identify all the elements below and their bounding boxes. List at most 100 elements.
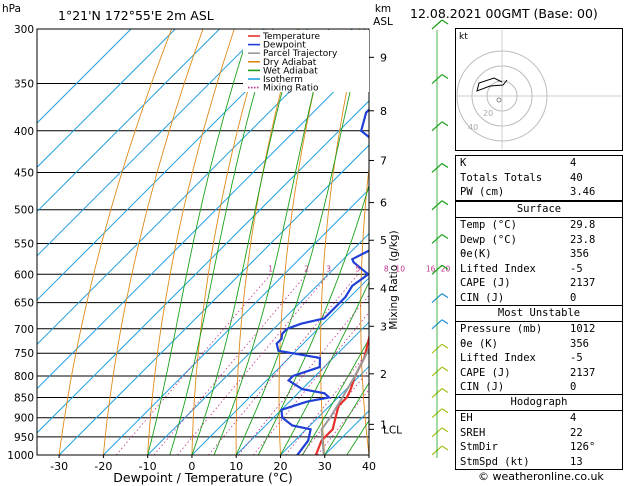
- mixing-ratio-label: 5: [356, 264, 361, 273]
- copyright-text: © weatheronline.co.uk: [478, 470, 604, 483]
- wet-adiabat: [235, 29, 366, 455]
- isotherm-line: [37, 29, 176, 168]
- pressure-tick-label: 900: [14, 413, 34, 425]
- pressure-unit-label: hPa: [2, 3, 21, 15]
- index-value: 13: [570, 455, 583, 468]
- mixing-ratio-label: 2: [304, 264, 309, 273]
- hodograph-trace: [476, 77, 508, 92]
- index-value: 0: [570, 291, 577, 304]
- basic-indices-panel: K 4 Totals Totals 40 PW (cm) 3.46: [455, 155, 623, 201]
- dry-adiabat: [400, 29, 423, 455]
- index-value: 2137: [570, 277, 596, 289]
- series-parcel-trajectory: [320, 345, 369, 455]
- index-value: 4: [570, 412, 577, 424]
- index-row: CIN (J) 0: [456, 291, 622, 306]
- index-label: θe(K): [460, 248, 492, 260]
- km-tick-label: 7: [380, 154, 387, 167]
- index-row: Dewp (°C) 23.8: [456, 233, 622, 248]
- mixing-ratio-line: [252, 311, 369, 455]
- pressure-tick-label: 550: [14, 238, 34, 250]
- wet-adiabat: [147, 29, 251, 455]
- index-row: θe(K) 356: [456, 247, 622, 262]
- index-value: 356: [570, 337, 589, 350]
- index-label: Totals Totals: [460, 171, 543, 184]
- index-row: Lifted Index -5: [456, 351, 622, 366]
- pressure-tick-label: 350: [14, 79, 34, 91]
- isotherm-line: [235, 321, 369, 455]
- isotherm-line: [191, 277, 369, 455]
- index-value: -5: [570, 352, 583, 364]
- wind-barb-flag: [441, 408, 449, 414]
- skewt-chart: 1235810162025300350400450500550600650700…: [2, 3, 450, 485]
- temp-tick-label: -10: [139, 460, 157, 473]
- temp-tick-label: 40: [362, 460, 376, 473]
- wind-barb-flag: [441, 200, 449, 206]
- hodograph-panel: kt 20 40: [455, 28, 623, 151]
- index-label: Lifted Index: [460, 262, 536, 275]
- mixing-ratio-label: 1: [268, 264, 273, 273]
- wind-barb-flag: [441, 74, 449, 80]
- km-tick-label: 4: [380, 283, 387, 296]
- index-label: K: [460, 157, 467, 169]
- pressure-tick-label: 1000: [7, 450, 34, 462]
- index-value: 29.8: [570, 219, 596, 231]
- wind-barb-flag: [441, 366, 449, 372]
- isotherm-line: [37, 29, 265, 257]
- index-row: Totals Totals 40: [456, 171, 622, 186]
- wind-barb: [431, 19, 443, 30]
- legend-label: Parcel Trajectory: [263, 49, 338, 59]
- index-row: StmDir 126°: [456, 440, 622, 455]
- index-row: CIN (J) 0: [456, 380, 622, 395]
- km-tick-label: 1: [380, 418, 387, 431]
- mixing-ratio-line: [115, 274, 271, 455]
- section-title: Hodograph: [510, 396, 568, 408]
- wind-barb-flag: [441, 19, 449, 25]
- index-value: 126°: [570, 441, 596, 453]
- index-value: 356: [570, 248, 589, 260]
- dry-adiabat: [278, 29, 329, 455]
- legend-label: Dry Adiabat: [263, 58, 317, 68]
- location-label: 1°21'N 172°55'E 2m ASL: [58, 8, 214, 23]
- index-value: 23.8: [570, 233, 596, 246]
- index-label: SREH: [460, 426, 486, 439]
- isotherm-line: [37, 29, 309, 301]
- legend-label: Dewpoint: [263, 41, 306, 51]
- mixing-ratio-line: [301, 369, 369, 455]
- km-tick-label: 3: [380, 320, 387, 333]
- legend-label: Wet Adiabat: [263, 66, 318, 76]
- km-unit-label: km: [375, 3, 391, 15]
- pressure-tick-label: 500: [14, 205, 34, 217]
- wind-barb-flag: [441, 343, 449, 349]
- index-label: EH: [460, 412, 473, 424]
- plot-area: [37, 29, 423, 455]
- most-unstable-panel: Most Unstable Pressure (mb) 1012 θe (K) 356 L…: [455, 305, 623, 396]
- pressure-tick-label: 300: [14, 24, 34, 36]
- index-label: Temp (°C): [460, 219, 517, 231]
- index-value: 40: [570, 171, 583, 184]
- index-label: CIN (J): [460, 381, 505, 393]
- km-tick-label: 2: [380, 368, 387, 381]
- index-row: Temp (°C) 29.8: [456, 217, 622, 233]
- mixing-ratio-label: 3: [326, 264, 331, 273]
- section-title: Surface: [516, 203, 562, 215]
- index-row: θe (K) 356: [456, 337, 622, 352]
- index-value: 3.46: [570, 186, 596, 198]
- isotherm-line: [147, 232, 369, 455]
- index-label: Lifted Index: [460, 352, 536, 364]
- legend-background: [243, 30, 369, 92]
- wind-barb-flag: [441, 162, 449, 168]
- index-label: StmSpd (kt): [460, 455, 530, 468]
- isotherm-line: [37, 55, 369, 390]
- isotherm-line: [103, 188, 369, 455]
- index-row: CAPE (J) 2137: [456, 366, 622, 381]
- index-row: StmSpd (kt) 13: [456, 455, 622, 470]
- wind-barb-flag: [441, 319, 449, 325]
- wet-adiabat: [257, 183, 369, 455]
- index-label: CAPE (J): [460, 366, 511, 379]
- wind-barb-flag: [441, 387, 449, 393]
- index-label: CIN (J): [460, 291, 505, 304]
- index-value: 22: [570, 426, 583, 439]
- series-temperature: [314, 333, 369, 455]
